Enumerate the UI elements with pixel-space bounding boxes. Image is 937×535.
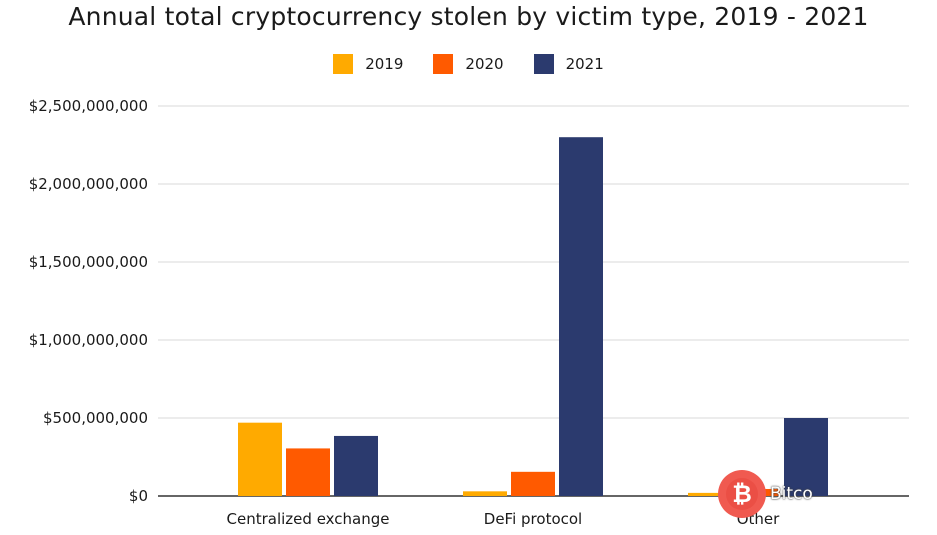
chart-title: Annual total cryptocurrency stolen by vi… <box>68 2 869 31</box>
bar-2021-centralized-exchange <box>334 435 378 496</box>
bar-2019-defi-protocol <box>463 491 507 496</box>
y-tick-label: $1,500,000,000 <box>29 253 148 271</box>
bitcoin-icon: ₿ <box>718 470 766 518</box>
watermark: ₿ Bitco <box>716 468 813 520</box>
watermark-text: Bitco <box>770 484 813 504</box>
y-tick-label: $0 <box>129 487 148 505</box>
legend-label-2021: 2021 <box>565 55 604 73</box>
y-tick-label: $2,500,000,000 <box>29 97 148 115</box>
y-tick-label: $2,000,000,000 <box>29 175 148 193</box>
x-category-label: DeFi protocol <box>484 510 582 528</box>
bar-2020-centralized-exchange <box>286 448 330 496</box>
bar-2019-other <box>688 492 732 496</box>
legend-item-2020: 2020 <box>433 54 504 74</box>
legend-item-2021: 2021 <box>533 54 604 74</box>
legend-item-2019: 2019 <box>333 54 403 74</box>
svg-text:₿: ₿ <box>732 480 752 508</box>
legend-label-2019: 2019 <box>365 55 404 73</box>
legend-swatch-2019 <box>333 54 354 74</box>
bar-2020-defi-protocol <box>511 471 555 496</box>
x-category-label: Centralized exchange <box>227 510 390 528</box>
chart-legend: 2019 2020 2021 <box>0 54 937 74</box>
bar-2021-other <box>784 418 828 496</box>
legend-label-2020: 2020 <box>465 55 504 73</box>
legend-swatch-2020 <box>433 54 454 74</box>
legend-swatch-2021 <box>533 54 554 74</box>
bar-2019-centralized-exchange <box>238 422 282 496</box>
y-tick-label: $1,000,000,000 <box>29 331 148 349</box>
bar-2021-defi-protocol <box>559 137 603 496</box>
y-tick-label: $500,000,000 <box>43 409 148 427</box>
